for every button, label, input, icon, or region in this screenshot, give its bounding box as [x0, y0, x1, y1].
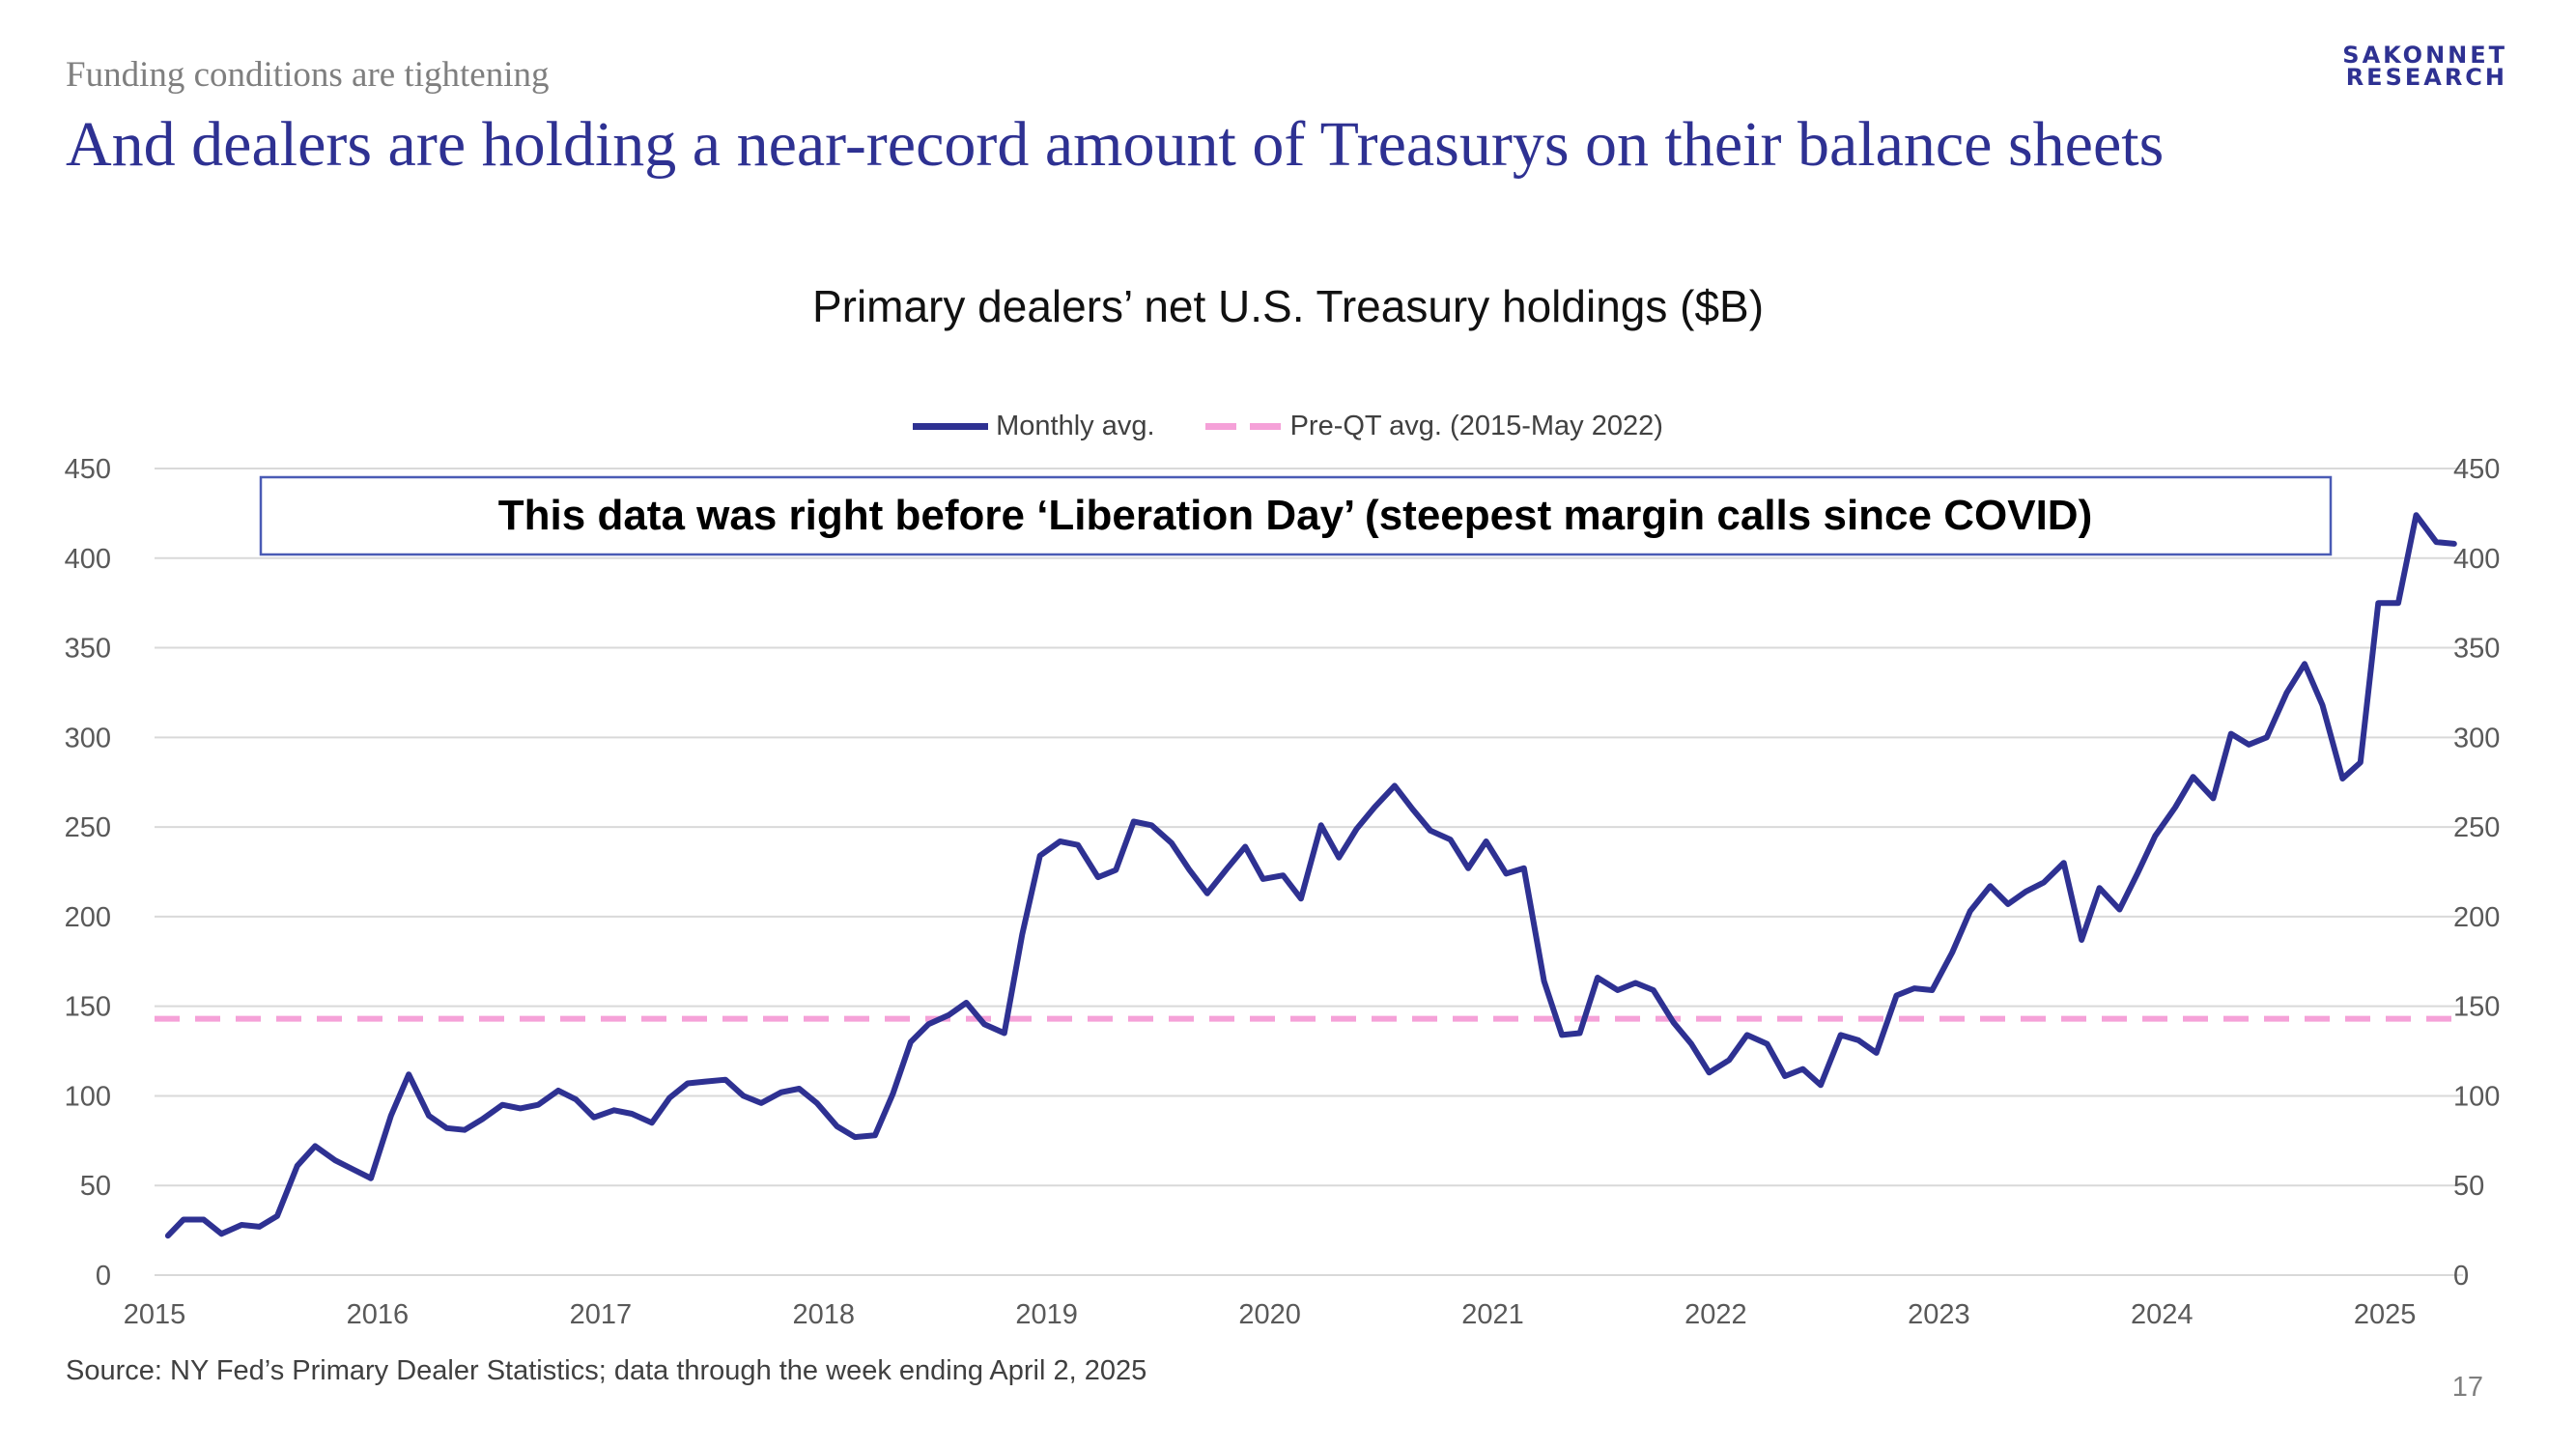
- series-line-monthly-avg: [164, 512, 2457, 1239]
- x-tick-2017: 2017: [570, 1299, 633, 1330]
- legend-label-preqt: Pre-QT avg. (2015-May 2022): [1289, 411, 1663, 441]
- sakonnet-logo: SAKONNET RESEARCH: [2342, 42, 2507, 91]
- x-tick-2021: 2021: [1461, 1299, 1524, 1330]
- axis-ticks: 0 0 50 50 100 100 150 150 200 200 250 250 300 300 350 3…: [65, 454, 2501, 1330]
- annotation-box: [259, 475, 2333, 556]
- y-tick-right-150: 150: [2453, 992, 2500, 1023]
- slide-headline: And dealers are holding a near-record am…: [66, 109, 2165, 180]
- series-layer: [164, 512, 2457, 1239]
- logo-line-2: RESEARCH: [2345, 64, 2507, 91]
- x-tick-2023: 2023: [1908, 1299, 1970, 1330]
- y-tick-right-300: 300: [2453, 723, 2500, 753]
- slide-kicker: Funding conditions are tightening: [66, 55, 550, 95]
- logo-line-1: SAKONNET: [2342, 42, 2507, 69]
- y-tick-right-200: 200: [2453, 902, 2500, 933]
- legend-swatch-solid-line: [913, 423, 989, 430]
- y-tick-right-350: 350: [2453, 634, 2500, 665]
- y-tick-left-350: 350: [65, 634, 111, 665]
- x-tick-2019: 2019: [1015, 1299, 1078, 1330]
- x-tick-2016: 2016: [347, 1299, 410, 1330]
- x-tick-2015: 2015: [124, 1299, 186, 1330]
- chart-legend: Monthly avg. Pre-QT avg. (2015-May 2022): [0, 406, 2576, 442]
- y-tick-right-100: 100: [2453, 1081, 2500, 1112]
- legend-item-preqt: Pre-QT avg. (2015-May 2022): [1204, 411, 1663, 442]
- y-tick-left-50: 50: [80, 1171, 111, 1202]
- y-tick-left-200: 200: [65, 902, 111, 933]
- y-tick-right-0: 0: [2453, 1261, 2469, 1292]
- y-tick-right-50: 50: [2453, 1171, 2484, 1202]
- y-tick-left-250: 250: [65, 812, 111, 843]
- annotation-text: This data was right before ‘Liberation D…: [498, 492, 2092, 539]
- y-tick-left-300: 300: [65, 723, 111, 753]
- x-tick-2025: 2025: [2354, 1299, 2417, 1330]
- y-tick-left-0: 0: [96, 1261, 111, 1292]
- x-tick-2018: 2018: [792, 1299, 855, 1330]
- legend-label-monthly: Monthly avg.: [996, 411, 1155, 441]
- x-tick-2020: 2020: [1238, 1299, 1301, 1330]
- page-number: 17: [2451, 1372, 2483, 1403]
- legend-item-monthly: Monthly avg.: [913, 411, 1155, 442]
- gridlines: [155, 468, 2463, 1276]
- y-tick-left-150: 150: [65, 992, 111, 1023]
- x-tick-2024: 2024: [2131, 1299, 2194, 1330]
- source-note: Source: NY Fed’s Primary Dealer Statisti…: [66, 1355, 1147, 1386]
- annotation-layer: This data was right before ‘Liberation D…: [259, 475, 2333, 556]
- y-tick-left-400: 400: [65, 544, 111, 575]
- y-tick-right-400: 400: [2453, 544, 2500, 575]
- legend-swatch-dashed-line: [1204, 423, 1281, 430]
- y-tick-left-450: 450: [65, 454, 111, 485]
- chart-title: Primary dealers’ net U.S. Treasury holdi…: [811, 281, 1765, 331]
- y-tick-right-250: 250: [2453, 812, 2500, 843]
- y-tick-right-450: 450: [2453, 454, 2500, 485]
- x-tick-2022: 2022: [1684, 1299, 1747, 1330]
- y-tick-left-100: 100: [65, 1081, 111, 1112]
